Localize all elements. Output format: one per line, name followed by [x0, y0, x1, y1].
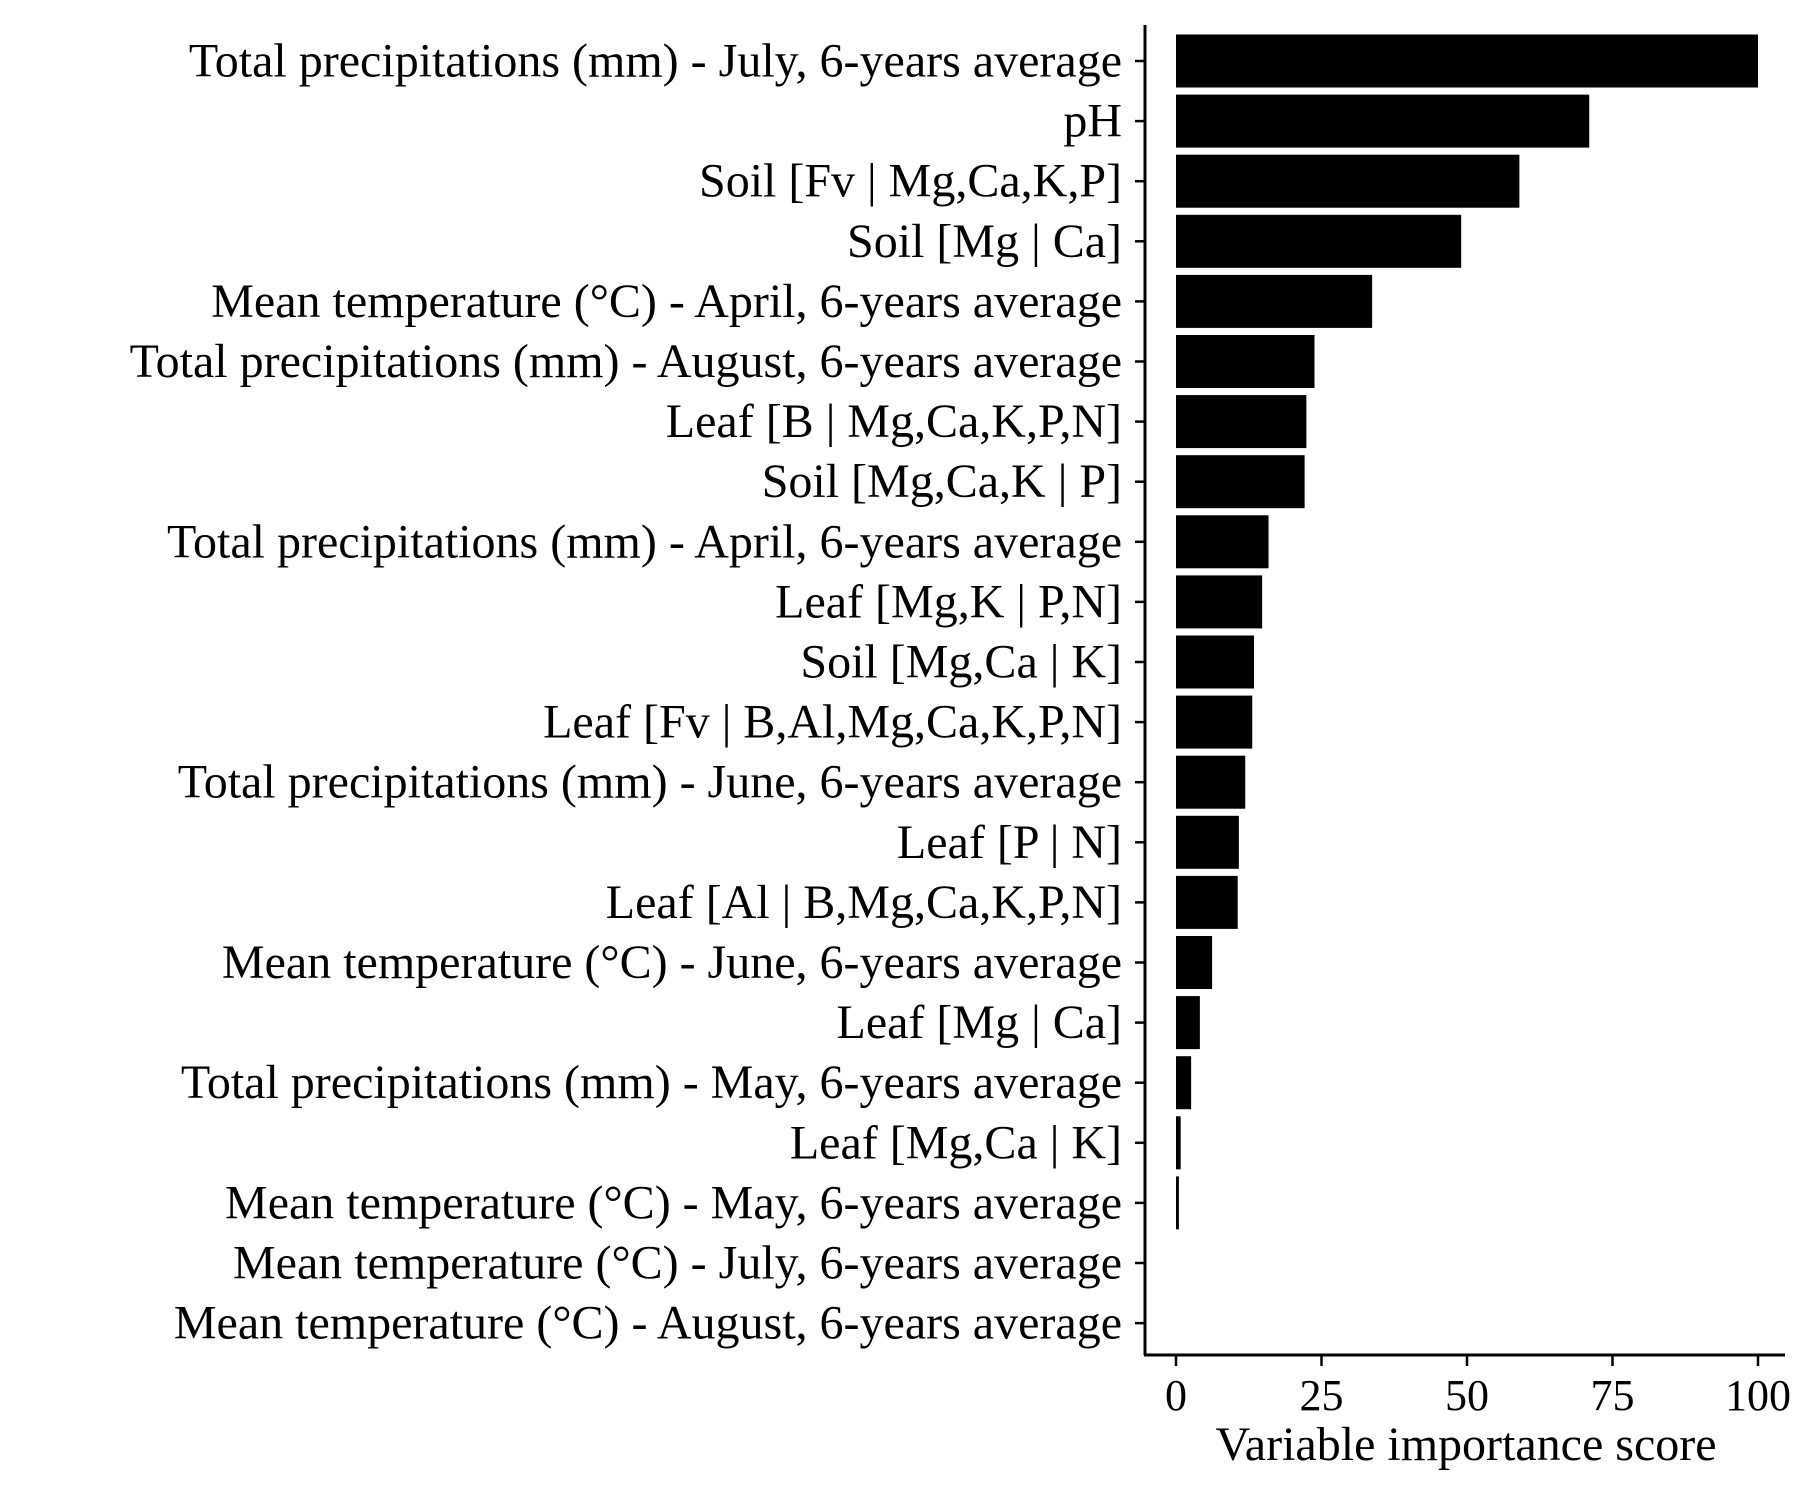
bar	[1176, 34, 1758, 88]
bar	[1176, 1056, 1192, 1110]
category-label: Mean temperature (°C) - June, 6-years av…	[222, 936, 1122, 989]
category-label: Soil [Mg | Ca]	[847, 215, 1122, 268]
bar	[1176, 635, 1254, 689]
bar	[1176, 1116, 1181, 1170]
bar	[1176, 455, 1305, 509]
bar	[1176, 154, 1520, 208]
x-tick-label: 50	[1445, 1371, 1489, 1420]
x-tick-label: 25	[1300, 1371, 1344, 1420]
x-axis: 0 25 50 75 100	[1165, 1355, 1791, 1420]
bar	[1176, 274, 1373, 328]
bar	[1176, 335, 1315, 388]
category-label: Total precipitations (mm) - July, 6-year…	[189, 35, 1122, 88]
category-label: Leaf [P | N]	[897, 816, 1122, 869]
category-label: Mean temperature (°C) - August, 6-years …	[174, 1297, 1122, 1350]
bar	[1176, 936, 1213, 989]
category-label: Leaf [Mg,Ca | K]	[790, 1116, 1122, 1169]
bar	[1176, 575, 1263, 629]
bars-layer	[1176, 34, 1758, 1230]
x-axis-title: Variable importance score	[1215, 1418, 1716, 1471]
x-tick-label: 0	[1165, 1371, 1187, 1420]
bar	[1176, 515, 1269, 569]
bar	[1176, 695, 1253, 749]
category-label: Leaf [Al | B,Mg,Ca,K,P,N]	[606, 876, 1122, 929]
bar	[1176, 214, 1462, 268]
bar	[1176, 395, 1307, 449]
category-label: pH	[1063, 95, 1122, 148]
category-label: Mean temperature (°C) - April, 6-years a…	[211, 275, 1122, 328]
category-label: Total precipitations (mm) - June, 6-year…	[178, 756, 1122, 809]
bar	[1176, 94, 1590, 148]
x-tick-label: 100	[1725, 1371, 1791, 1420]
category-label: Soil [Mg,Ca | K]	[800, 636, 1122, 689]
bar	[1176, 755, 1246, 809]
category-label: Soil [Fv | Mg,Ca,K,P]	[699, 155, 1122, 208]
category-label: Total precipitations (mm) - May, 6-years…	[181, 1056, 1122, 1109]
bar	[1176, 1176, 1179, 1230]
category-label: Total precipitations (mm) - August, 6-ye…	[130, 335, 1122, 388]
category-label: Total precipitations (mm) - April, 6-yea…	[167, 515, 1122, 568]
category-label: Leaf [Fv | B,Al,Mg,Ca,K,P,N]	[543, 696, 1122, 749]
category-label: Leaf [Mg,K | P,N]	[775, 575, 1122, 628]
category-label: Leaf [Mg | Ca]	[837, 996, 1123, 1049]
bar	[1176, 815, 1239, 869]
category-label: Soil [Mg,Ca,K | P]	[762, 455, 1122, 508]
x-tick-label: 75	[1591, 1371, 1635, 1420]
category-label: Mean temperature (°C) - July, 6-years av…	[233, 1237, 1122, 1290]
bar	[1176, 996, 1200, 1050]
bar	[1176, 875, 1238, 929]
category-label: Leaf [B | Mg,Ca,K,P,N]	[666, 395, 1122, 448]
category-label: Mean temperature (°C) - May, 6-years ave…	[225, 1176, 1122, 1229]
category-labels: Total precipitations (mm) - July, 6-year…	[130, 35, 1145, 1350]
